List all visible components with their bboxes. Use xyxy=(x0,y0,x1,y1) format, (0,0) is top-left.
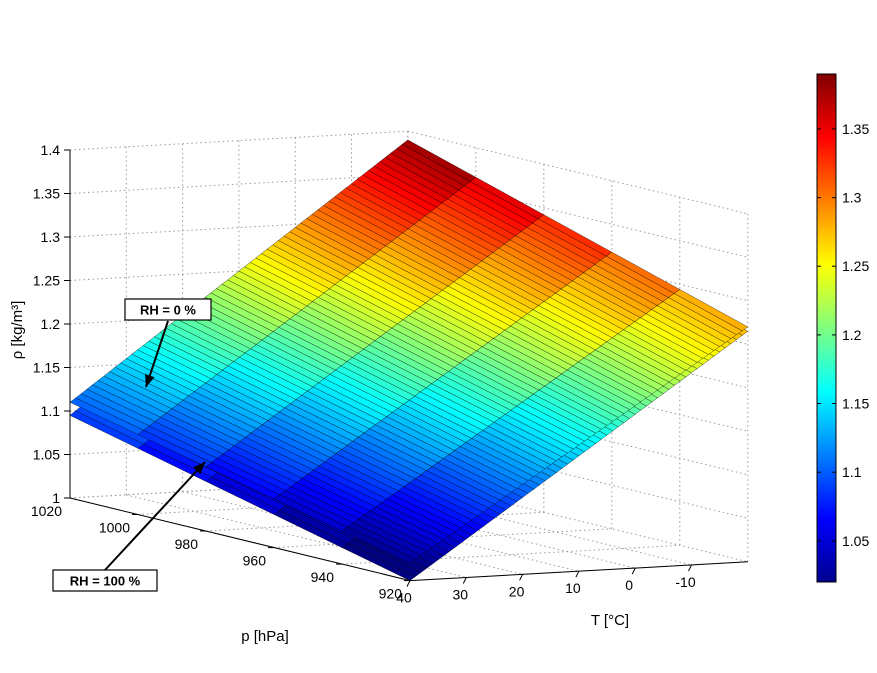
t-tick xyxy=(631,567,636,575)
annotation-rh-0-arrowhead xyxy=(145,374,155,387)
t-tick-label: -10 xyxy=(675,574,695,590)
z-tick-label: 1.4 xyxy=(41,142,61,158)
z-tick-label: 1 xyxy=(52,490,60,506)
z-tick-label: 1.15 xyxy=(33,360,60,376)
colorbar: 1.05 1.1 1.15 1.2 1.25 1.3 1.35 xyxy=(816,73,869,583)
annotation-rh-0-label: RH = 0 % xyxy=(140,303,196,318)
axes: 11.051.11.151.21.251.31.351.410201000980… xyxy=(9,142,748,645)
colorbar-tick-label: 1.05 xyxy=(842,533,869,549)
t-tick xyxy=(575,570,580,578)
colorbar-tick-label: 1.25 xyxy=(842,258,869,274)
z-axis-label: ρ [kg/m³] xyxy=(9,301,26,360)
z-tick-label: 1.2 xyxy=(41,316,61,332)
t-tick xyxy=(462,577,467,584)
t-tick-label: 0 xyxy=(625,577,633,593)
t-tick-label: 10 xyxy=(565,580,581,596)
colorbar-tick-label: 1.2 xyxy=(842,327,862,343)
p-tick-label: 1020 xyxy=(31,503,62,519)
p-tick-label: 980 xyxy=(175,536,199,552)
annotation-rh-0: RH = 0 % xyxy=(124,298,212,388)
p-axis-label: p [hPa] xyxy=(241,628,289,645)
p-tick-label: 1000 xyxy=(99,520,130,536)
p-axis-line xyxy=(69,497,411,582)
annotation-rh-100-arrow xyxy=(104,461,206,571)
surfaces xyxy=(69,139,749,581)
p-tick-label: 920 xyxy=(379,586,403,602)
surface-rh-0 xyxy=(69,139,749,564)
colorbar-tick-label: 1.15 xyxy=(842,396,869,412)
colorbar-tick-label: 1.3 xyxy=(842,190,862,206)
t-tick-label: 30 xyxy=(453,587,469,603)
annotations: RH = 0 % RH = 100 % xyxy=(52,298,212,592)
z-tick-label: 1.1 xyxy=(41,403,61,419)
z-tick-label: 1.05 xyxy=(33,447,60,463)
z-tick-label: 1.35 xyxy=(33,186,60,202)
t-tick-label: 20 xyxy=(509,583,525,599)
p-tick-label: 940 xyxy=(311,569,335,585)
annotation-rh-0-box xyxy=(124,298,212,321)
annotation-rh-100-label: RH = 100 % xyxy=(70,574,141,589)
t-tick xyxy=(688,564,692,572)
p-tick-label: 960 xyxy=(243,553,267,569)
colorbar-gradient xyxy=(816,73,837,583)
annotation-rh-100: RH = 100 % xyxy=(52,461,206,592)
t-axis-line xyxy=(409,561,748,582)
z-tick-label: 1.3 xyxy=(41,229,61,245)
annotation-rh-100-arrowhead xyxy=(193,462,205,475)
colorbar-tick-label: 1.35 xyxy=(842,121,869,137)
colorbar-tick-label: 1.1 xyxy=(842,464,862,480)
t-axis-label: T [°C] xyxy=(591,612,629,629)
t-tick-label: 40 xyxy=(396,590,412,606)
t-tick xyxy=(406,580,411,587)
z-tick-label: 1.25 xyxy=(33,273,60,289)
surface-cell xyxy=(341,526,417,564)
t-tick xyxy=(519,574,524,581)
